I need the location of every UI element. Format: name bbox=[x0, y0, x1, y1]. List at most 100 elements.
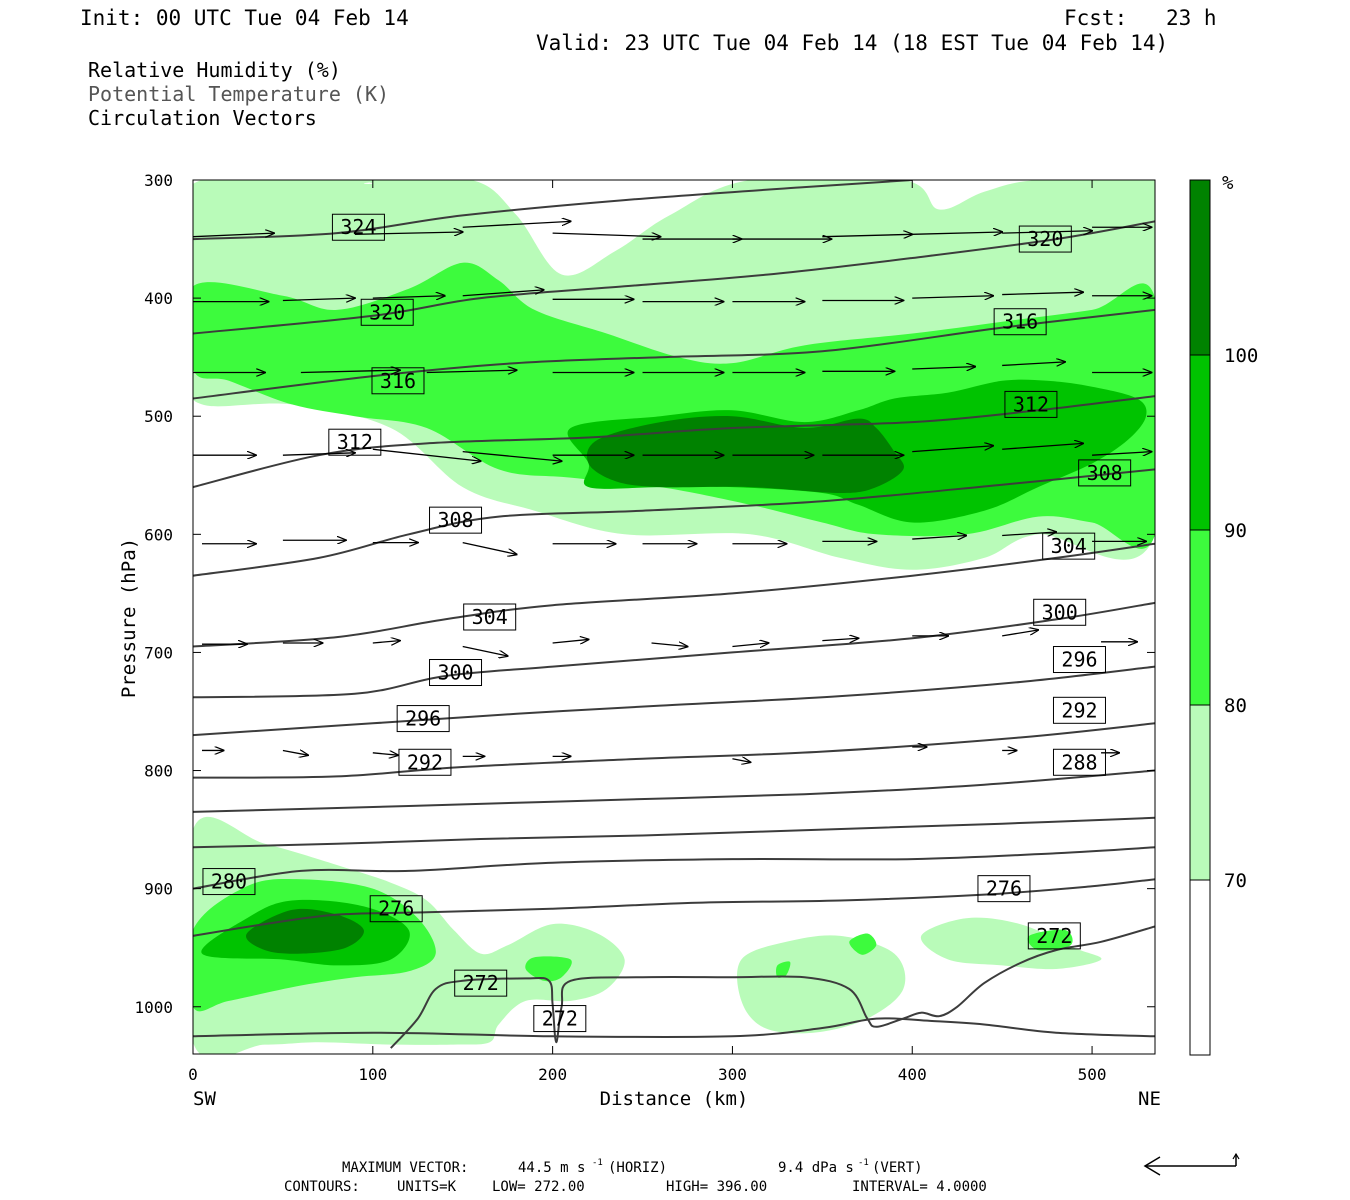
colorbar-label-80: 80 bbox=[1224, 695, 1247, 717]
theta-contour-268 bbox=[193, 1017, 1155, 1039]
legend-circulation-vectors: Circulation Vectors bbox=[88, 106, 317, 130]
theta-contour-296 bbox=[193, 665, 1155, 737]
y-tick-label: 900 bbox=[144, 880, 173, 899]
contour-label-box bbox=[1004, 390, 1058, 418]
contour-label-box bbox=[360, 298, 414, 326]
circulation-vector bbox=[282, 298, 355, 300]
contour-label-300: 300 bbox=[1033, 598, 1087, 626]
y-tick-label: 800 bbox=[144, 762, 173, 781]
circulation-vector bbox=[462, 541, 517, 555]
circulation-vector bbox=[1002, 630, 1038, 637]
y-tick-label: 400 bbox=[144, 289, 173, 308]
contour-label-box bbox=[202, 868, 256, 896]
theta-contour-288 bbox=[193, 769, 1155, 813]
contour-label-300: 300 bbox=[429, 659, 483, 687]
contour-label-text: 292 bbox=[407, 750, 443, 774]
contours-label: CONTOURS: bbox=[284, 1179, 360, 1195]
x-tick-label: 400 bbox=[898, 1065, 927, 1084]
max-vector-horizontal-unit: (HORIZ) bbox=[608, 1160, 667, 1176]
rh-area-100 bbox=[246, 908, 364, 954]
contour-label-276: 276 bbox=[369, 895, 423, 923]
contour-label-text: 300 bbox=[1042, 600, 1078, 624]
rh-area-80 bbox=[525, 956, 572, 982]
contours-high: HIGH= 396.00 bbox=[666, 1179, 767, 1195]
valid-time: Valid: 23 UTC Tue 04 Feb 14 (18 EST Tue … bbox=[536, 31, 1169, 55]
contour-label-272: 272 bbox=[454, 969, 508, 997]
contour-label-316: 316 bbox=[993, 308, 1047, 336]
contour-label-276: 276 bbox=[977, 875, 1031, 903]
y-tick-label: 500 bbox=[144, 407, 173, 426]
circulation-vector bbox=[822, 638, 858, 640]
circulation-vector bbox=[372, 641, 400, 643]
circulation-vector bbox=[732, 759, 750, 763]
x-tick-label: 0 bbox=[188, 1065, 198, 1084]
x-end-label-left: SW bbox=[193, 1088, 216, 1110]
contour-label-box bbox=[429, 506, 483, 534]
colorbar-swatch-80 bbox=[1189, 529, 1211, 706]
rh-area-80 bbox=[849, 933, 877, 955]
contour-label-text: 272 bbox=[1036, 924, 1072, 948]
contour-label-280: 280 bbox=[202, 868, 256, 896]
contour-label-box bbox=[1052, 646, 1106, 674]
contour-label-box bbox=[396, 705, 450, 733]
forecast-hour: 23 h bbox=[1166, 6, 1217, 30]
contour-label-text: 316 bbox=[380, 369, 416, 393]
circulation-vector bbox=[912, 232, 1002, 234]
theta-contour-300 bbox=[193, 601, 1155, 699]
circulation-vector bbox=[1002, 292, 1083, 294]
circulation-vector bbox=[462, 290, 544, 297]
contour-label-text: 276 bbox=[378, 897, 414, 921]
max-vector-vertical-exponent: -1 bbox=[858, 1158, 869, 1168]
circulation-vector bbox=[552, 233, 661, 237]
contour-label-box bbox=[454, 969, 508, 997]
contour-label-292: 292 bbox=[1052, 696, 1106, 724]
contour-label-312: 312 bbox=[328, 428, 382, 456]
contour-label-text: 272 bbox=[542, 1007, 578, 1031]
x-axis-title: Distance (km) bbox=[600, 1088, 749, 1110]
contour-label-text: 320 bbox=[1027, 227, 1063, 251]
rh-area-70 bbox=[920, 917, 1102, 970]
contour-label-text: 280 bbox=[211, 870, 247, 894]
contour-label-text: 308 bbox=[437, 508, 473, 532]
x-tick-label: 300 bbox=[718, 1065, 747, 1084]
circulation-vector bbox=[462, 221, 571, 228]
theta-contour-304 bbox=[193, 542, 1155, 648]
circulation-vector bbox=[912, 536, 966, 540]
circulation-vector bbox=[372, 753, 398, 755]
contour-label-box bbox=[977, 875, 1031, 903]
contour-label-320: 320 bbox=[360, 298, 414, 326]
contour-label-312: 312 bbox=[1004, 390, 1058, 418]
contour-label-text: 316 bbox=[1002, 310, 1038, 334]
circulation-vector bbox=[732, 643, 768, 647]
axes: 0 100 200 300 400 500 300 400 500 600 700 800 900 100… bbox=[134, 171, 1155, 1084]
init-time: Init: 00 UTC Tue 04 Feb 14 bbox=[80, 6, 409, 30]
colorbar-unit: % bbox=[1222, 172, 1234, 194]
circulation-vector bbox=[552, 639, 589, 643]
contour-label-320: 320 bbox=[1018, 225, 1072, 253]
contour-label-text: 320 bbox=[369, 300, 405, 324]
potential-temperature-contours bbox=[193, 180, 1155, 1049]
theta-contour-316 bbox=[193, 308, 1155, 400]
x-tick-label: 500 bbox=[1078, 1065, 1107, 1084]
circulation-vector bbox=[193, 233, 274, 237]
relative-humidity-shading bbox=[193, 180, 1155, 1054]
colorbar: % 100 90 80 70 bbox=[1189, 172, 1258, 1056]
legend-potential-temperature: Potential Temperature (K) bbox=[88, 82, 390, 106]
theta-contour-276 bbox=[193, 878, 1155, 937]
contour-label-box bbox=[993, 308, 1047, 336]
circulation-vector bbox=[1002, 362, 1065, 366]
circulation-vector bbox=[282, 750, 308, 755]
contour-label-text: 292 bbox=[1061, 698, 1097, 722]
contour-label-box bbox=[1018, 225, 1072, 253]
rh-area-80 bbox=[776, 961, 791, 978]
circulation-vector bbox=[372, 296, 445, 298]
max-vector-vertical: 9.4 dPa s bbox=[778, 1160, 854, 1176]
max-vector-horizontal-exponent: -1 bbox=[592, 1158, 603, 1168]
circulation-vector bbox=[912, 367, 975, 369]
circulation-vector bbox=[912, 446, 993, 453]
x-end-label-right: NE bbox=[1138, 1088, 1161, 1110]
plot-frame bbox=[192, 179, 1156, 1055]
theta-contour-272 bbox=[390, 925, 1155, 1049]
contour-label-text: 272 bbox=[463, 971, 499, 995]
theta-contour-280 bbox=[193, 846, 1155, 890]
